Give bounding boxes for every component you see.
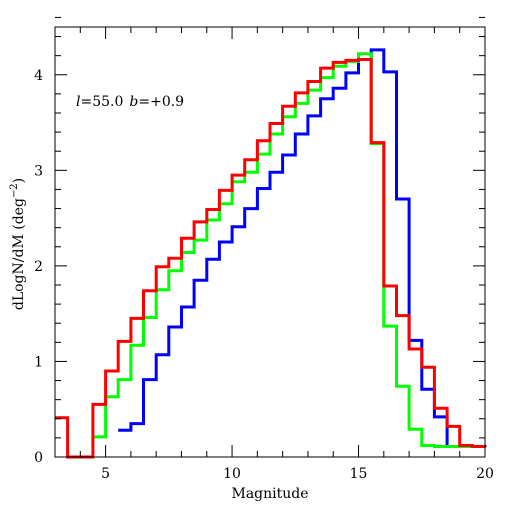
- annotation-b-symbol: b: [129, 94, 138, 110]
- x-axis-label: Magnitude: [231, 486, 308, 502]
- series-layer: [55, 48, 487, 459]
- y-axis-label-exponent: −2: [9, 183, 20, 198]
- series-line-1: [118, 48, 487, 448]
- ticks-layer: 5 10 15 20 0 1 2 3 4: [34, 16, 494, 482]
- y-axis-label: dLogN/dM (deg−2): [9, 178, 27, 310]
- y-tick-label: 4: [34, 68, 43, 84]
- plot-frame: [54, 26, 486, 458]
- annotation-l-symbol: l: [76, 94, 80, 110]
- field-annotation: l=55.0 b=+0.9: [76, 94, 184, 110]
- x-tick-label: 15: [350, 466, 368, 482]
- y-tick-label: 3: [34, 163, 43, 179]
- y-tick-label: 0: [34, 450, 43, 466]
- y-tick-label: 2: [34, 259, 43, 275]
- annotation-b-value: =+0.9: [138, 94, 184, 110]
- y-axis-label-main: dLogN/dM (deg: [11, 198, 27, 310]
- x-tick-label: 20: [476, 466, 494, 482]
- x-tick-label: 10: [223, 466, 241, 482]
- series-line-3: [55, 58, 485, 459]
- series-line-2: [92, 52, 473, 448]
- y-tick-label: 1: [34, 354, 43, 370]
- y-axis-label-close: ): [11, 178, 27, 183]
- x-tick-label: 5: [101, 466, 110, 482]
- annotation-l-value: =55.0: [80, 94, 123, 110]
